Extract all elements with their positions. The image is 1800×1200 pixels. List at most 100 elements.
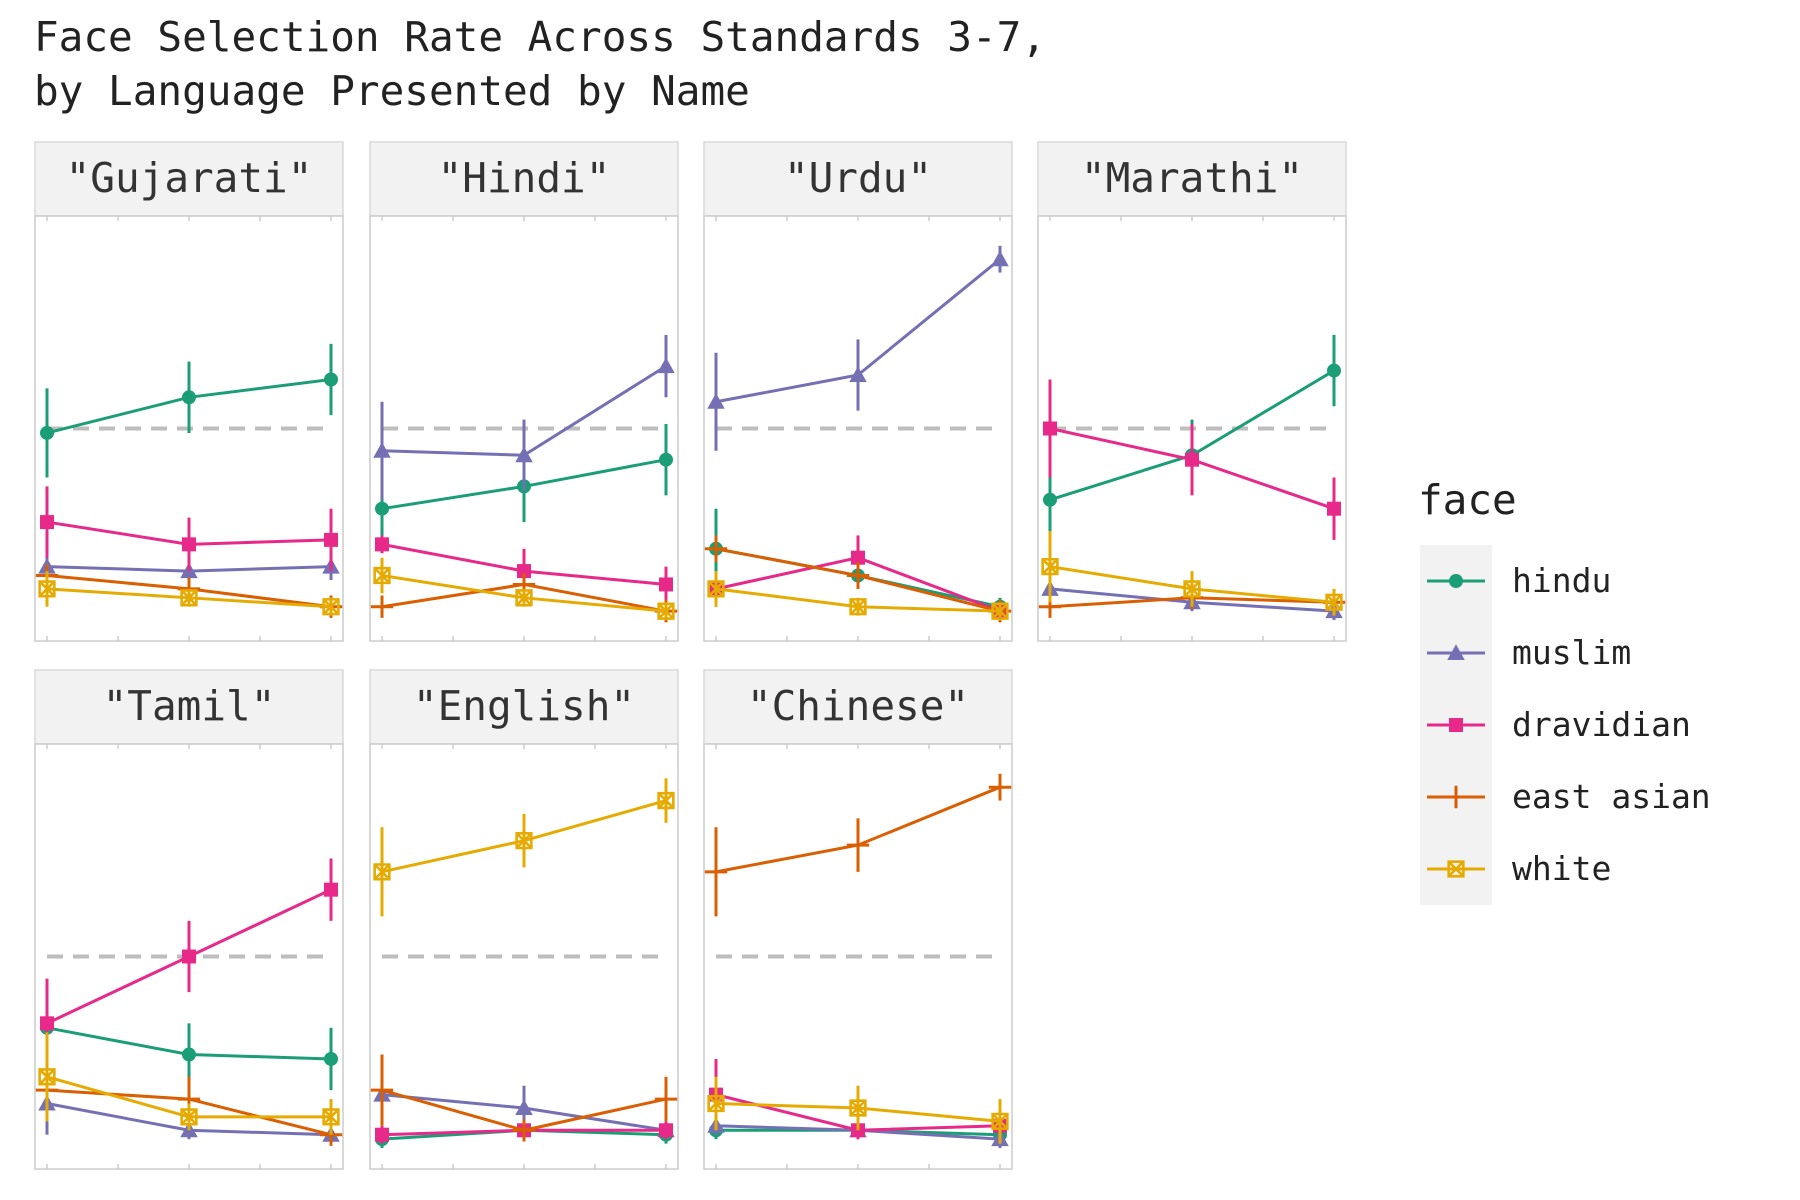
- data-point-white: [991, 602, 1009, 620]
- data-point-white: [707, 1094, 725, 1113]
- data-point-white: [515, 832, 533, 850]
- facet-panel: "Marathi": [1037, 141, 1347, 642]
- facet-panel: "Urdu": [703, 141, 1013, 642]
- facet-panel: "Tamil": [34, 669, 344, 1170]
- data-point-dravidian: [40, 1016, 54, 1031]
- facet-strip: [34, 141, 344, 217]
- data-point-white: [707, 580, 725, 598]
- data-point-dravidian: [659, 1123, 673, 1138]
- legend-item-hindu: hindu: [1427, 561, 1611, 600]
- chart-title-line-1: Face Selection Rate Across Standards 3-7…: [34, 13, 1046, 61]
- facet-strip-label: "Hindi": [438, 154, 611, 202]
- data-point-white: [657, 791, 675, 810]
- data-point-dravidian: [375, 1127, 389, 1142]
- data-point-white: [657, 602, 675, 620]
- series-east_asian: [370, 1054, 678, 1142]
- data-point-muslim: [849, 366, 867, 383]
- facet-strip: [703, 141, 1013, 217]
- series-dravidian: [1043, 379, 1341, 540]
- data-point-hindu: [40, 425, 54, 440]
- facet-panel: "Chinese": [703, 669, 1013, 1170]
- series-white: [373, 557, 675, 621]
- data-point-dravidian: [851, 550, 865, 565]
- data-point-east_asian: [846, 564, 870, 587]
- legend-item-muslim: muslim: [1427, 633, 1631, 672]
- data-point-white: [373, 566, 391, 585]
- data-point-east_asian: [704, 537, 728, 560]
- data-point-east_asian: [512, 1119, 536, 1142]
- data-point-white: [373, 863, 391, 881]
- facet-panel: "English": [369, 669, 679, 1170]
- data-point-hindu: [182, 1047, 196, 1062]
- series-white: [707, 571, 1009, 621]
- data-point-muslim: [515, 1099, 533, 1115]
- facet-strip: [369, 141, 679, 217]
- data-point-dravidian: [40, 515, 54, 530]
- data-point-muslim: [657, 357, 675, 374]
- data-point-muslim: [373, 442, 391, 458]
- data-point-white: [180, 1108, 198, 1126]
- legend: face hindu muslim dravidian east asian white: [1418, 476, 1711, 905]
- series-white: [38, 1032, 340, 1135]
- data-point-white: [515, 589, 533, 607]
- data-point-dravidian: [1185, 452, 1199, 467]
- facet-panel: "Hindi": [369, 141, 679, 642]
- data-point-dravidian: [1327, 501, 1341, 516]
- series-white: [1041, 530, 1343, 616]
- data-point-white: [849, 598, 867, 616]
- legend-key-marker: [1447, 644, 1465, 660]
- legend-item-east_asian: east asian: [1427, 777, 1711, 816]
- data-point-hindu: [1043, 492, 1057, 507]
- data-point-east_asian: [704, 860, 728, 884]
- legend-key-marker: [1447, 860, 1465, 878]
- legend-key-marker: [1444, 785, 1468, 809]
- legend-item-white: white: [1427, 849, 1611, 888]
- series-white: [38, 571, 340, 616]
- data-point-white: [1041, 557, 1059, 576]
- data-point-white: [38, 1068, 56, 1086]
- series-muslim: [373, 334, 675, 500]
- data-point-hindu: [324, 1051, 338, 1066]
- data-point-hindu: [375, 501, 389, 516]
- facet-strip-label: "Chinese": [747, 682, 969, 730]
- legend-items: hindu muslim dravidian east asian white: [1427, 561, 1711, 888]
- data-point-white: [849, 1099, 867, 1117]
- series-east_asian: [704, 773, 1012, 917]
- chart-title-line-2: by Language Presented by Name: [34, 67, 750, 115]
- data-point-white: [322, 598, 340, 616]
- facet-strip-label: "Gujarati": [66, 154, 313, 202]
- facet-strip-label: "Marathi": [1081, 154, 1303, 202]
- data-point-white: [1183, 580, 1201, 598]
- data-point-white: [1325, 593, 1343, 611]
- legend-label: white: [1512, 849, 1611, 888]
- facet-strip: [1037, 141, 1347, 217]
- data-point-white: [991, 1112, 1009, 1131]
- facet-strip: [703, 669, 1013, 745]
- legend-item-dravidian: dravidian: [1427, 705, 1691, 744]
- data-point-east_asian: [846, 833, 870, 857]
- data-point-east_asian: [988, 775, 1012, 799]
- data-point-white: [322, 1108, 340, 1126]
- legend-title: face: [1418, 476, 1517, 524]
- facet-panels: "Gujarati" "Hindi" "Urdu" "Marathi" "Tamil" "…: [34, 141, 1347, 1170]
- data-point-east_asian: [654, 1087, 678, 1111]
- data-point-white: [38, 580, 56, 598]
- data-point-east_asian: [370, 1078, 394, 1102]
- facet-strip-label: "Urdu": [784, 154, 932, 202]
- data-point-hindu: [182, 390, 196, 405]
- data-point-muslim: [515, 446, 533, 463]
- data-point-dravidian: [1043, 421, 1057, 436]
- data-point-muslim: [991, 250, 1009, 267]
- facet-panel: "Gujarati": [34, 141, 344, 642]
- legend-label: east asian: [1512, 777, 1711, 816]
- legend-key-marker: [1449, 574, 1463, 588]
- data-point-white: [180, 589, 198, 607]
- data-point-dravidian: [375, 537, 389, 552]
- data-point-dravidian: [659, 577, 673, 592]
- legend-key-marker: [1449, 718, 1463, 732]
- data-point-east_asian: [370, 595, 394, 618]
- data-point-muslim: [707, 393, 725, 409]
- series-dravidian: [375, 535, 673, 603]
- facet-strip-label: "English": [413, 682, 635, 730]
